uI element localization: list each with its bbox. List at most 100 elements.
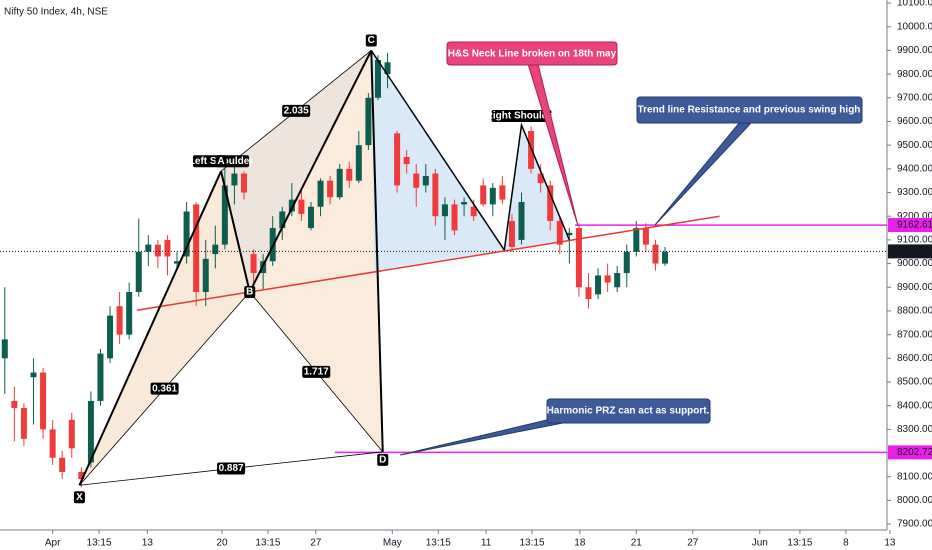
candle-body	[202, 258, 209, 292]
y-tick-label: 10100.00	[897, 0, 932, 9]
x-tick-label: 20	[216, 538, 228, 549]
candle-body	[174, 261, 181, 264]
y-tick-label: 9600.00	[897, 116, 932, 127]
candle-body	[30, 372, 37, 378]
candle-body	[126, 291, 133, 335]
head-shoulders-line	[370, 50, 571, 253]
neckline	[136, 215, 720, 311]
candle-body	[374, 59, 381, 98]
candle-body	[327, 180, 334, 198]
candle-body	[614, 273, 621, 288]
y-tick-label: 10000.00	[897, 21, 932, 32]
candle-body	[394, 133, 401, 186]
callout-text: H&S Neck Line broken on 18th may	[448, 49, 617, 60]
x-tick-label: 13:15	[87, 538, 112, 549]
shoulder-label-box	[491, 110, 552, 123]
y-tick-label: 9800.00	[897, 69, 932, 80]
candle-body	[365, 97, 372, 146]
candle-body	[537, 173, 544, 184]
candle-body	[221, 185, 228, 245]
y-tick-label: 8000.00	[897, 495, 932, 506]
candle-body	[413, 173, 420, 188]
pattern-leg	[78, 170, 222, 486]
callout-box	[446, 41, 618, 66]
candle-body	[317, 180, 324, 207]
candle-body	[212, 244, 219, 255]
ratio-label: 1.717	[304, 367, 329, 378]
callout-box	[546, 398, 711, 424]
candle-body	[355, 145, 362, 181]
y-tick-label: 9400.00	[897, 163, 932, 174]
candle-body	[288, 199, 295, 212]
candle-body	[20, 408, 27, 439]
candle-body	[384, 62, 391, 75]
candle-body	[11, 400, 18, 409]
candle-body	[585, 287, 592, 300]
candle-body	[279, 211, 286, 229]
y-tick-label: 9700.00	[897, 92, 932, 103]
candle-body	[633, 228, 640, 252]
candle-body	[183, 211, 190, 257]
x-tick-label: 13	[884, 538, 896, 549]
candle-body	[164, 239, 171, 257]
candle-body	[441, 204, 448, 217]
candle-body	[508, 220, 515, 248]
y-tick-label: 8100.00	[897, 471, 932, 482]
candle-body	[250, 254, 257, 274]
candle-body	[107, 315, 114, 359]
callout-box	[636, 96, 863, 124]
candle-body	[461, 202, 468, 205]
candle-body	[662, 251, 669, 264]
x-tick-label: 8	[843, 538, 849, 549]
x-tick-label: 13:15	[787, 538, 812, 549]
y-tick-label: 9500.00	[897, 140, 932, 151]
chart-title: Nifty 50 Index, 4h, NSE	[4, 7, 108, 18]
candle-body	[135, 251, 142, 292]
y-tick-label: 7900.00	[897, 519, 932, 530]
pattern-fill	[221, 50, 372, 292]
candle-body	[307, 206, 314, 229]
candle-body	[623, 251, 630, 274]
x-tick-label: 13:15	[520, 538, 545, 549]
candle-body	[652, 244, 659, 264]
ratio-label-box	[302, 365, 331, 378]
candle-body	[499, 185, 506, 200]
ratio-label-box	[217, 462, 246, 475]
candle-body	[154, 244, 161, 257]
x-tick-label: Apr	[45, 538, 61, 549]
candle-body	[480, 185, 487, 205]
candle-body	[470, 206, 477, 217]
point-label-box	[244, 285, 256, 298]
candle-body	[518, 202, 525, 240]
price-tag	[888, 244, 932, 259]
candle-body	[451, 204, 458, 231]
y-tick-label: 8600.00	[897, 353, 932, 364]
y-tick-label: 8900.00	[897, 282, 932, 293]
pattern-leg	[220, 170, 251, 293]
candle-body	[87, 400, 94, 463]
candle-body	[547, 185, 554, 221]
callout-text: Harmonic PRZ can act as support.	[547, 406, 710, 417]
price-tag-label: 8202.72	[897, 447, 932, 458]
candle-body	[78, 471, 85, 480]
candle-body	[556, 220, 563, 245]
candle-body	[604, 275, 611, 283]
point-label-box	[365, 34, 377, 47]
y-tick-label: 9100.00	[897, 235, 932, 246]
candle-body	[298, 199, 305, 214]
ratio-label-box	[150, 382, 179, 395]
candle-body	[241, 173, 248, 193]
pattern-leg	[370, 50, 384, 452]
price-tag-label: 9162.61	[897, 220, 932, 231]
candle-body	[49, 429, 56, 458]
y-tick-label: 8500.00	[897, 377, 932, 388]
candle-body	[231, 173, 238, 186]
point-label-box	[215, 155, 227, 168]
x-tick-label: 21	[631, 538, 643, 549]
candle-body	[595, 275, 602, 295]
candle-body	[346, 168, 353, 181]
point-label-box	[377, 453, 389, 466]
price-tag-label: 9051.50	[897, 246, 932, 257]
candle-body	[575, 228, 582, 288]
